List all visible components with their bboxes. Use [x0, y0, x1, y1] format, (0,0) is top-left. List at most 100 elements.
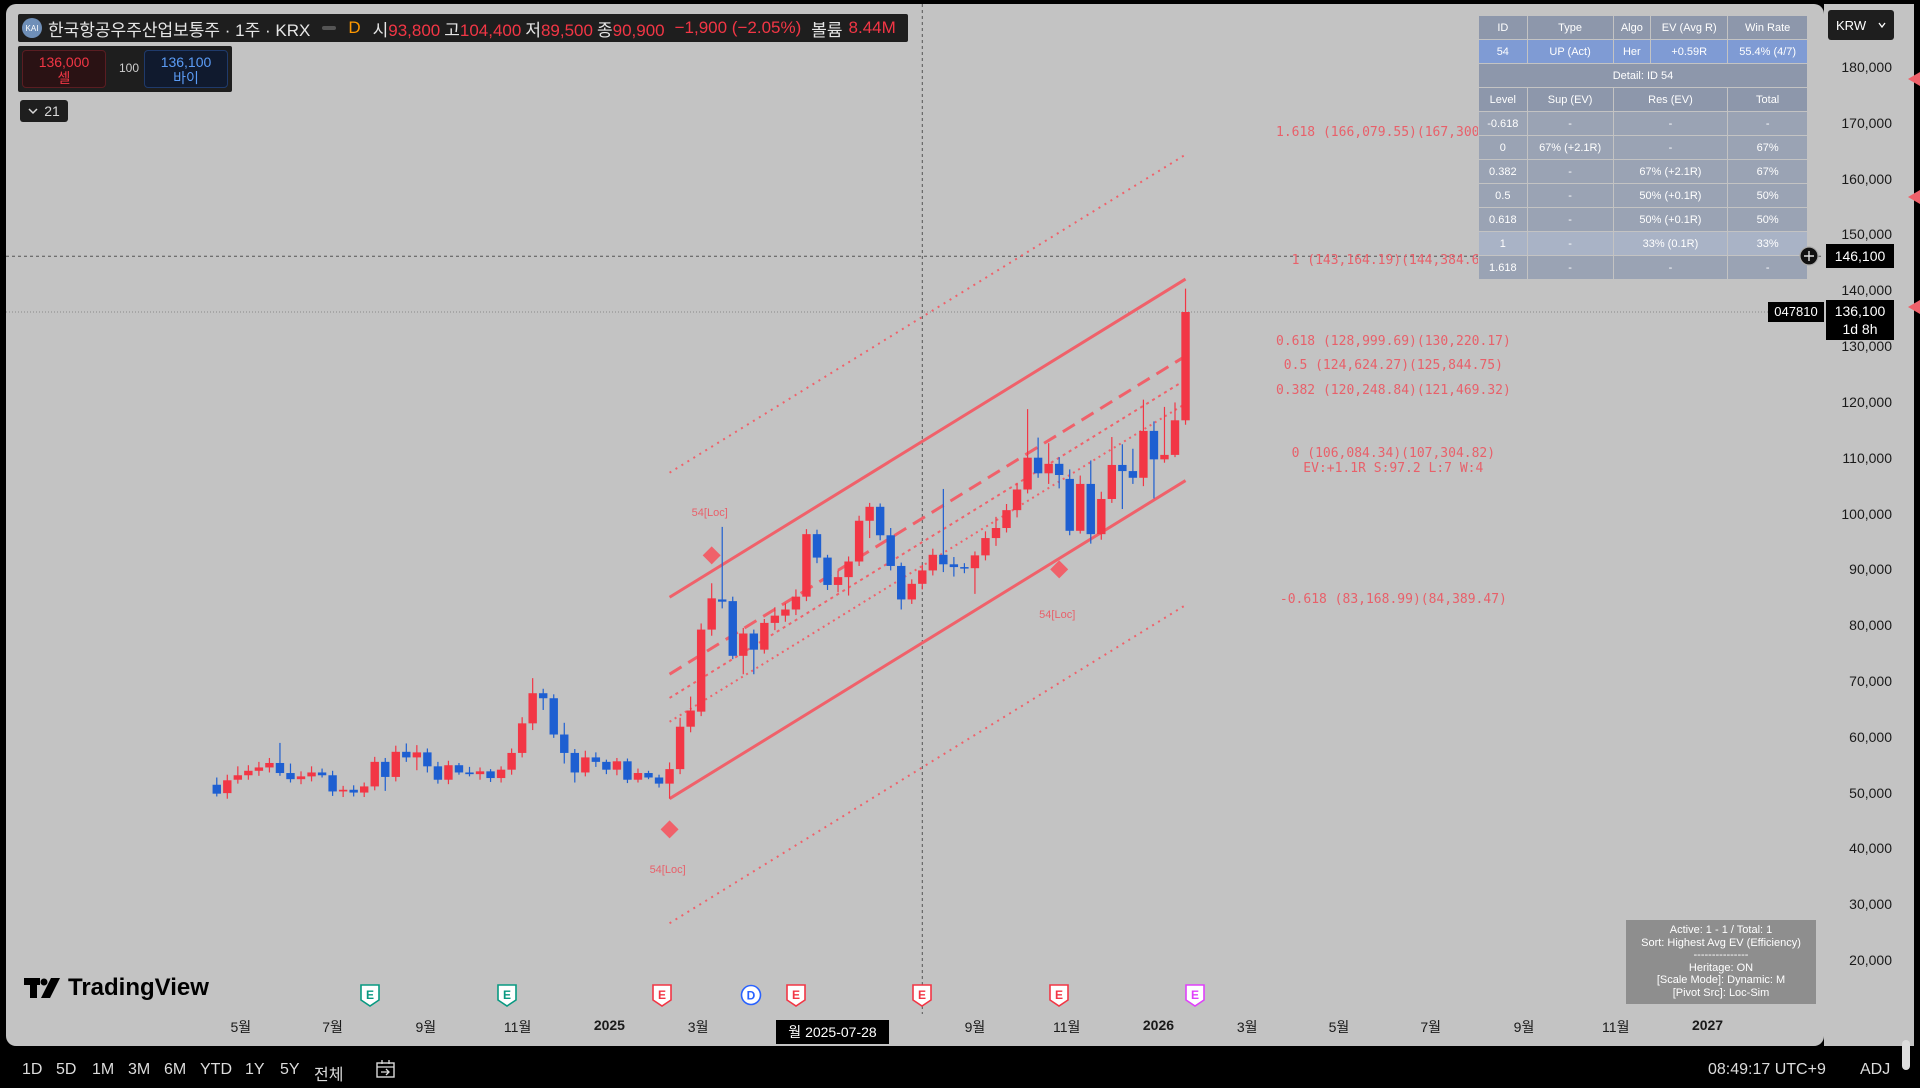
candle-body[interactable]: [781, 609, 790, 616]
candle-body[interactable]: [423, 752, 432, 767]
candle-body[interactable]: [275, 762, 285, 774]
earnings-event-marker[interactable]: E: [359, 984, 381, 1007]
candle-body[interactable]: [696, 629, 706, 712]
candle-body[interactable]: [296, 776, 306, 780]
candle-body[interactable]: [433, 766, 443, 780]
candle-body[interactable]: [1076, 483, 1085, 531]
loc-diamond-marker[interactable]: [1050, 560, 1069, 579]
candle-body[interactable]: [1086, 483, 1095, 535]
candle-body[interactable]: [1149, 430, 1159, 460]
range-button-6M[interactable]: 6M: [164, 1061, 187, 1078]
candle-body[interactable]: [844, 561, 853, 578]
candle-body[interactable]: [623, 761, 632, 780]
candle-body[interactable]: [865, 506, 874, 521]
candle-body[interactable]: [886, 535, 895, 566]
candle-body[interactable]: [359, 786, 369, 793]
candle-body[interactable]: [918, 570, 927, 584]
candle-body[interactable]: [454, 765, 464, 773]
candle-body[interactable]: [686, 710, 695, 727]
candle-body[interactable]: [928, 554, 938, 571]
fib-line-0.5[interactable]: [669, 378, 1187, 699]
candle-body[interactable]: [654, 777, 664, 784]
dividend-event-marker[interactable]: D: [740, 984, 762, 1006]
candle-body[interactable]: [496, 769, 506, 779]
candle-body[interactable]: [644, 773, 653, 778]
candle-body[interactable]: [718, 599, 727, 602]
candle-body[interactable]: [991, 528, 1001, 539]
candle-body[interactable]: [507, 752, 516, 770]
fib-line-0.618[interactable]: [668, 354, 1187, 676]
chart-area[interactable]: KAI 한국항공우주산업보통주 · 1주 · KRX D 시93,800 고104…: [6, 4, 1824, 1046]
loc-diamond-marker[interactable]: [660, 820, 679, 839]
candle-body[interactable]: [1128, 471, 1138, 478]
earnings-event-marker[interactable]: E: [911, 984, 933, 1007]
candle-body[interactable]: [939, 554, 948, 565]
candle-body[interactable]: [1097, 498, 1106, 535]
range-button-3M[interactable]: 3M: [128, 1061, 151, 1078]
candle-body[interactable]: [1002, 510, 1011, 529]
candle-body[interactable]: [402, 751, 411, 758]
earnings-event-marker[interactable]: E: [785, 984, 806, 1007]
range-button-YTD[interactable]: YTD: [200, 1061, 232, 1078]
candle-body[interactable]: [897, 565, 906, 600]
candle-body[interactable]: [791, 596, 801, 610]
indicator-collapse-button[interactable]: 21: [20, 100, 68, 122]
candle-body[interactable]: [675, 726, 685, 770]
candle-body[interactable]: [349, 789, 358, 793]
candle-body[interactable]: [381, 761, 390, 777]
candle-body[interactable]: [1118, 464, 1127, 472]
fib-line-minus-0.618[interactable]: [669, 604, 1187, 925]
range-button-1Y[interactable]: 1Y: [245, 1061, 265, 1078]
candle-body[interactable]: [412, 752, 422, 758]
candle-body[interactable]: [591, 757, 601, 762]
candle-body[interactable]: [812, 534, 822, 558]
candle-body[interactable]: [370, 761, 379, 787]
candle-body[interactable]: [1107, 464, 1117, 499]
candle-body[interactable]: [1170, 420, 1180, 455]
candle-body[interactable]: [528, 693, 537, 724]
candle-body[interactable]: [570, 752, 579, 773]
candle-body[interactable]: [317, 772, 327, 776]
candle-body[interactable]: [254, 767, 264, 771]
candle-body[interactable]: [707, 598, 716, 630]
candle-body[interactable]: [1181, 312, 1190, 421]
candle-body[interactable]: [244, 770, 253, 776]
candle-body[interactable]: [286, 773, 295, 780]
candle-body[interactable]: [612, 761, 622, 770]
candle-body[interactable]: [212, 784, 221, 794]
candle-body[interactable]: [1139, 430, 1148, 478]
range-button-1D[interactable]: 1D: [22, 1061, 43, 1078]
candle-body[interactable]: [1044, 463, 1053, 474]
candle-body[interactable]: [1160, 454, 1169, 460]
candle-body[interactable]: [1012, 489, 1022, 511]
candle-body[interactable]: [981, 538, 990, 556]
candle-body[interactable]: [517, 723, 527, 753]
candle-body[interactable]: [770, 615, 780, 623]
candle-body[interactable]: [960, 567, 969, 569]
candle-body[interactable]: [391, 751, 400, 777]
candle-body[interactable]: [465, 772, 474, 775]
candle-body[interactable]: [265, 762, 274, 768]
candle-body[interactable]: [486, 771, 495, 779]
candle-body[interactable]: [802, 534, 811, 597]
candle-body[interactable]: [1054, 463, 1064, 475]
range-button-5D[interactable]: 5D: [56, 1061, 77, 1078]
loc-diamond-marker[interactable]: [702, 546, 721, 565]
symbol-bar[interactable]: KAI 한국항공우주산업보통주 · 1주 · KRX D 시93,800 고104…: [18, 14, 908, 42]
candle-body[interactable]: [549, 698, 558, 735]
candle-body[interactable]: [833, 577, 843, 585]
range-button-1M[interactable]: 1M: [92, 1061, 115, 1078]
candle-body[interactable]: [223, 780, 232, 794]
candle-body[interactable]: [875, 506, 885, 536]
candle-body[interactable]: [328, 775, 337, 792]
info-selected-row[interactable]: 54 UP (Act) Her +0.59R 55.4% (4/7): [1478, 39, 1808, 64]
candle-body[interactable]: [633, 773, 643, 780]
earnings-event-marker[interactable]: E: [1048, 984, 1069, 1007]
candle-body[interactable]: [560, 734, 569, 753]
fib-line-0.382[interactable]: [669, 402, 1187, 723]
symbol-name[interactable]: 한국항공우주산업보통주 · 1주 · KRX: [48, 20, 311, 40]
earnings-event-marker[interactable]: E: [651, 984, 672, 1007]
range-button-전체[interactable]: 전체: [314, 1067, 344, 1084]
candle-body[interactable]: [475, 771, 485, 775]
candle-body[interactable]: [338, 789, 348, 792]
